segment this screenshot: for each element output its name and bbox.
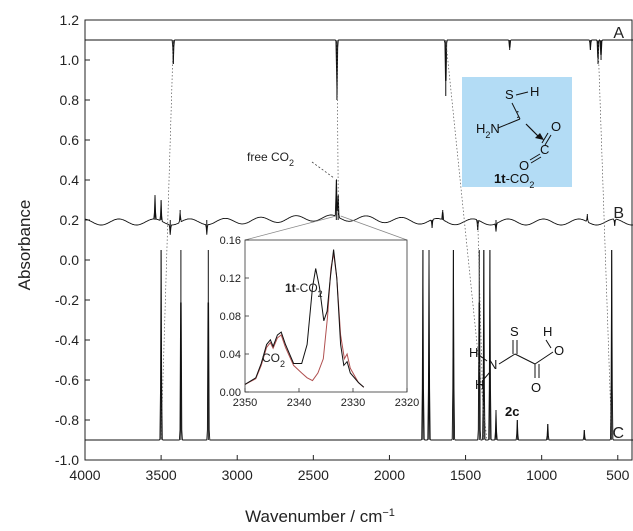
- inset-label-co2: CO2: [262, 351, 285, 369]
- inset-x-tick-label: 2340: [287, 397, 311, 409]
- atom-o2: O: [519, 158, 529, 173]
- trace-B: [84, 179, 633, 235]
- inset-y-tick-label: 0.08: [220, 311, 241, 323]
- bond: [544, 134, 552, 146]
- inset-x-tick-label: 2350: [233, 397, 257, 409]
- bond: [478, 354, 488, 362]
- plot-frame: [84, 19, 633, 461]
- inset-x-tick-label: 2330: [341, 397, 365, 409]
- series-label-C: C: [612, 425, 624, 442]
- y-tick-label: 0.4: [60, 172, 80, 188]
- trace-C: [85, 249, 633, 441]
- series-label-B: B: [613, 205, 624, 222]
- x-axis: 4000 3500 3000 2500 2000 1500 1000 500: [69, 455, 630, 483]
- trace-A: [85, 38, 633, 96]
- arrow: [525, 123, 540, 138]
- inset-zoom-line-right: [340, 215, 408, 241]
- atom-c: C: [540, 142, 549, 157]
- atom-h-n1: H: [469, 345, 478, 360]
- inset-series-dark: [244, 249, 365, 388]
- atom-h-n2: H: [475, 377, 484, 392]
- atom-o: O: [551, 119, 561, 134]
- y-tick-label: 0.6: [60, 132, 80, 148]
- series-label-A: A: [613, 25, 624, 42]
- inset-zoom-line-left: [244, 215, 337, 241]
- atom-s: S: [510, 324, 519, 339]
- x-tick-label: 2000: [374, 467, 405, 483]
- correlation-line: [477, 219, 485, 441]
- inset-x-tick-label: 2320: [395, 397, 419, 409]
- y-tick-label: -0.6: [55, 372, 79, 388]
- atom-o2: O: [531, 380, 541, 395]
- series-labels: A B C: [612, 25, 624, 442]
- x-tick-label: 3500: [146, 467, 177, 483]
- bond: [541, 132, 549, 144]
- inset-series-red: [244, 253, 365, 388]
- structure-2c: S H O O N H H 2c: [469, 324, 564, 419]
- inset-y-tick-label: 0.04: [220, 349, 241, 361]
- atom-n: N: [488, 357, 497, 372]
- inset-frame: [244, 239, 408, 393]
- x-tick-label: 1500: [450, 467, 481, 483]
- y-tick-label: -0.2: [55, 292, 79, 308]
- bond: [514, 353, 536, 365]
- x-tick-label: 4000: [69, 467, 100, 483]
- y-axis-label: Absorbance: [15, 200, 34, 291]
- correlation-line: [160, 39, 174, 441]
- x-axis-label: Wavenumber / cm−1: [245, 507, 395, 526]
- x-tick-label: 2500: [298, 467, 329, 483]
- y-tick-label: 0.2: [60, 212, 80, 228]
- atom-s: S: [505, 87, 514, 102]
- structure-label: 1t-CO2: [494, 171, 534, 190]
- bond: [483, 371, 491, 380]
- correlation-line: [445, 39, 488, 441]
- atom-h-top: H: [543, 324, 552, 339]
- bond: [534, 351, 554, 365]
- bond: [545, 339, 552, 349]
- y-tick-label: -0.4: [55, 332, 79, 348]
- y-tick-label: -1.0: [55, 452, 79, 468]
- free-co2-annotation: free CO2: [247, 150, 294, 168]
- inset-y-axis: 0.00 0.04 0.08 0.12 0.16: [220, 235, 249, 399]
- inset-y-tick-label: 0.00: [220, 387, 241, 399]
- inset-label-1t-co2: 1t-CO2: [285, 281, 323, 299]
- inset-y-tick-label: 0.16: [220, 235, 241, 247]
- y-tick-label: -0.8: [55, 412, 79, 428]
- x-tick-label: 500: [606, 467, 630, 483]
- free-co2-pointer: [311, 161, 335, 179]
- x-tick-label: 3000: [222, 467, 253, 483]
- bond: [498, 353, 516, 365]
- lone-pair: :: [516, 106, 520, 121]
- y-tick-label: 1.2: [60, 12, 80, 28]
- x-tick-label: 1000: [526, 467, 557, 483]
- structure-label: 2c: [505, 404, 519, 419]
- y-tick-label: 0.8: [60, 92, 80, 108]
- atom-h2n: H2N: [476, 121, 500, 140]
- bond: [515, 91, 529, 96]
- arrow-head: [535, 133, 544, 140]
- atom-h: H: [530, 84, 539, 99]
- y-axis: 1.2 1.0 0.8 0.6 0.4 0.2 0.0 -0.2 -0.4 -0.6 -0.8 -1.…: [55, 12, 90, 468]
- y-tick-label: 1.0: [60, 52, 80, 68]
- spectrum-traces: [84, 38, 633, 441]
- inset-y-tick-label: 0.12: [220, 273, 241, 285]
- inset-chart: 0.00 0.04 0.08 0.12 0.16 2350 2340 2330 2320 CO…: [220, 235, 420, 409]
- bond: [497, 118, 521, 129]
- structure-1t-co2: S H H2N : O C O 1t-CO2: [462, 77, 572, 190]
- y-tick-label: 0.0: [60, 252, 80, 268]
- bond: [511, 102, 521, 120]
- atom-o: O: [554, 343, 564, 358]
- bond: [529, 153, 541, 161]
- structure-box: [462, 77, 572, 187]
- bond: [530, 156, 542, 164]
- inset-x-axis: 2350 2340 2330 2320: [233, 388, 419, 409]
- correlation-line: [597, 39, 613, 441]
